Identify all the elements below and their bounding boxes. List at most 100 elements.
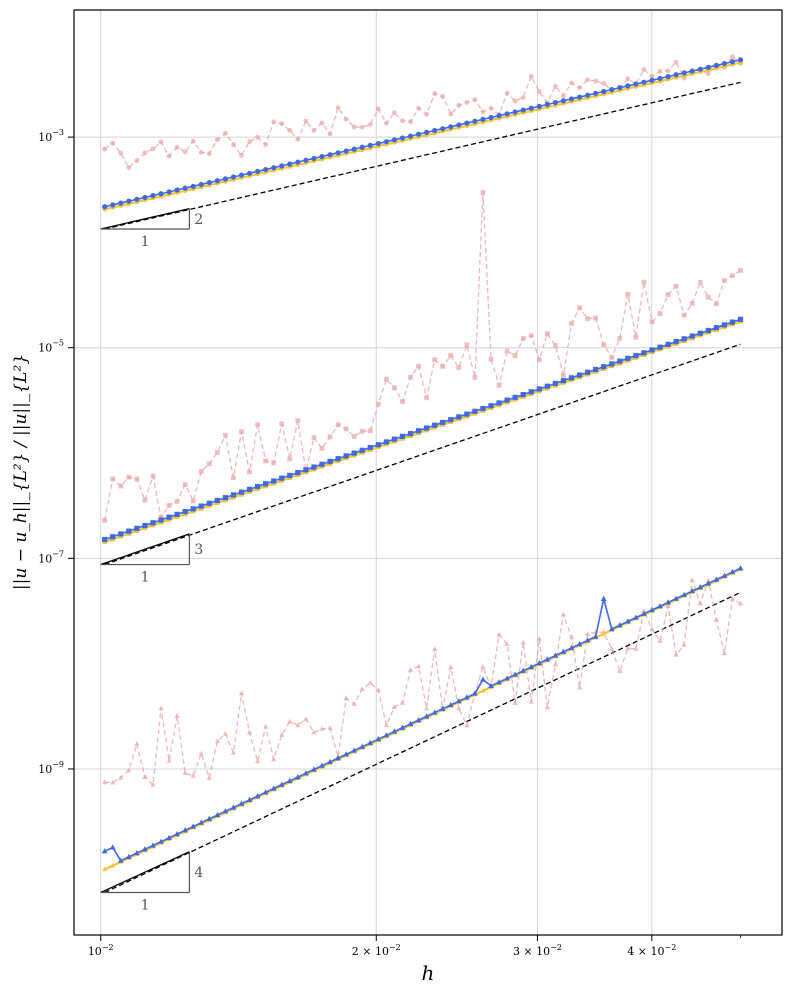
pink-point <box>206 151 212 156</box>
pink-point <box>721 650 728 656</box>
blue-point <box>705 64 711 70</box>
pink-point <box>665 603 671 609</box>
pink-series <box>102 54 744 787</box>
blue-point <box>528 663 535 670</box>
reference-line-order-4 <box>104 591 741 894</box>
blue-point <box>552 652 559 658</box>
blue-point <box>238 800 245 806</box>
pink-point <box>383 120 389 126</box>
yellow-point <box>110 863 116 868</box>
blue-point <box>311 464 317 470</box>
pink-point <box>255 134 260 140</box>
pink-point <box>625 76 631 82</box>
blue-point <box>496 400 502 406</box>
blue-point <box>544 656 551 662</box>
pink-point <box>367 428 373 434</box>
pink-point <box>190 498 196 504</box>
pink-point <box>223 130 228 136</box>
pink-point <box>464 722 470 728</box>
blue-point <box>673 72 679 78</box>
blue-point <box>737 57 744 63</box>
blue-point <box>150 193 156 199</box>
pink-point <box>319 446 325 451</box>
pink-point <box>649 626 655 632</box>
blue-point <box>584 637 591 643</box>
blue-point <box>440 126 446 132</box>
triangle-slope-label: 2 <box>194 212 203 228</box>
blue-point <box>448 124 454 130</box>
blue-point <box>367 739 374 746</box>
blue-point <box>343 751 349 757</box>
pink-point <box>158 139 164 145</box>
pink-point <box>311 435 317 440</box>
pink-point <box>576 684 583 690</box>
blue-point <box>254 792 261 799</box>
pink-point <box>536 357 542 363</box>
blue-point <box>576 94 583 100</box>
pink-point <box>399 699 406 705</box>
blue-point <box>198 181 204 188</box>
pink-point <box>738 268 743 273</box>
pink-point <box>134 476 140 482</box>
pink-point <box>697 600 703 606</box>
y-tick-label: 10−7 <box>38 549 64 565</box>
blue-point <box>624 618 631 624</box>
triangle-hypotenuse <box>100 207 190 230</box>
blue-point <box>174 511 180 518</box>
blue-point <box>641 79 647 85</box>
yellow-series <box>102 60 743 872</box>
pink-point <box>480 663 486 669</box>
pink-point <box>472 97 478 103</box>
blue-point <box>198 503 204 509</box>
reference-line-order-2 <box>104 81 741 230</box>
pink-point <box>407 667 414 672</box>
pink-point <box>383 722 390 728</box>
blue-point <box>158 838 164 844</box>
pink-point <box>134 741 140 746</box>
blue-point <box>407 720 414 727</box>
x-axis-title: h <box>422 961 435 985</box>
blue-point <box>560 648 567 654</box>
blue-point <box>295 159 301 165</box>
pink-point <box>440 363 446 369</box>
blue-point <box>118 200 124 206</box>
pink-point <box>552 661 559 667</box>
x-tick-label: 4 × 10−2 <box>627 943 676 958</box>
blue-point <box>568 96 575 102</box>
pink-point <box>166 757 172 763</box>
pink-point <box>464 100 470 105</box>
pink-point <box>263 142 269 147</box>
blue-series <box>101 57 744 863</box>
pink-point <box>158 705 164 711</box>
pink-point <box>343 116 349 122</box>
blue-point <box>214 497 220 504</box>
pink-point <box>552 343 558 348</box>
pink-point <box>110 779 116 785</box>
blue-point <box>681 591 688 597</box>
pink-point <box>303 716 309 722</box>
blue-point <box>665 341 671 348</box>
pink-point <box>472 374 478 380</box>
blue-point <box>729 568 736 575</box>
pink-point <box>351 701 357 706</box>
blue-point <box>262 789 269 795</box>
triangle-run-label: 1 <box>141 570 150 586</box>
pink-point <box>110 476 116 482</box>
blue-point <box>407 133 414 139</box>
blue-point <box>689 333 695 339</box>
blue-point <box>713 325 719 331</box>
blue-point <box>689 587 696 594</box>
pink-point <box>609 646 615 651</box>
pink-point <box>528 73 534 79</box>
blue-point <box>295 470 301 476</box>
blue-point <box>238 172 245 178</box>
blue-point <box>729 319 736 325</box>
pink-point <box>279 731 285 737</box>
blue-point <box>455 698 462 704</box>
blue-point <box>246 170 253 176</box>
pink-point <box>126 474 132 480</box>
blue-point <box>641 610 647 616</box>
blue-point <box>649 347 655 353</box>
pink-point <box>182 149 188 155</box>
blue-point <box>303 157 309 163</box>
